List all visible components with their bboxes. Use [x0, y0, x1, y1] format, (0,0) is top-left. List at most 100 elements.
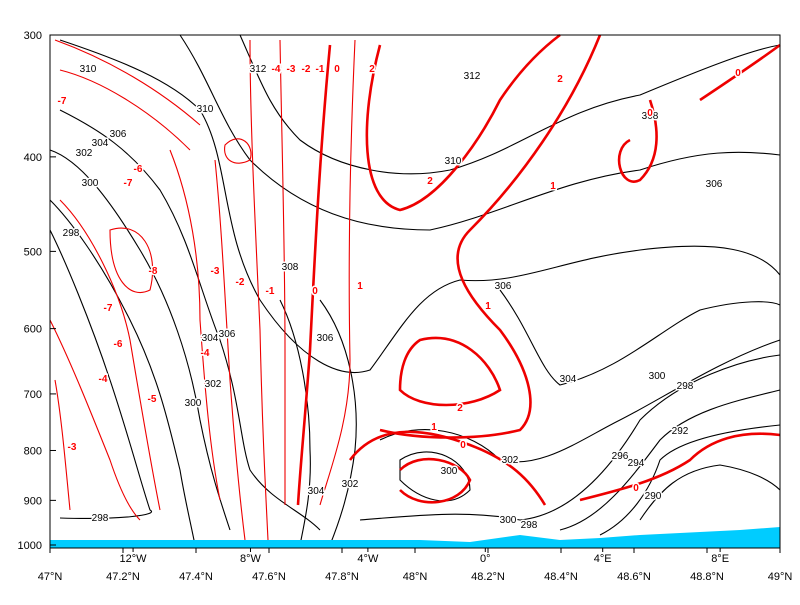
contour-label: 302 [502, 455, 519, 466]
contour-label: 298 [92, 513, 109, 524]
contour-label: 1 [357, 281, 363, 292]
contour-line [319, 39, 356, 506]
contour-label: 1 [485, 301, 491, 312]
contour-label: 300 [441, 466, 458, 477]
x2-tick-label: 8°W [240, 553, 262, 565]
contour-label: -7 [124, 178, 133, 189]
contour-line [359, 354, 781, 521]
contour-label: 296 [612, 451, 629, 462]
contour-line [348, 430, 547, 506]
contour-line [319, 299, 357, 546]
contour-label: 2 [457, 403, 463, 414]
contour-line [499, 289, 781, 386]
contour-label: -7 [104, 303, 113, 314]
contour-line [399, 451, 471, 502]
contour-label: 300 [500, 515, 517, 526]
contour-line [169, 149, 221, 501]
contour-line [49, 199, 196, 546]
contour-label: -7 [58, 96, 67, 107]
contour-line [109, 227, 154, 294]
contour-label: -3 [68, 442, 77, 453]
x-tick-label: 47.8°N [325, 571, 359, 583]
contour-label: 300 [185, 398, 202, 409]
x2-tick-label: 8°E [711, 553, 729, 565]
contour-label: 0 [334, 64, 340, 75]
contour-label: 290 [645, 491, 662, 502]
contour-label: 0 [735, 68, 741, 79]
contour-label: -4 [99, 374, 108, 385]
contour-lines [49, 33, 781, 546]
contour-label: -3 [211, 266, 220, 277]
contour-line [599, 424, 781, 536]
contour-line [59, 39, 781, 373]
x-tick-label: 48.6°N [617, 571, 651, 583]
x2-tick-label: 0° [480, 553, 491, 565]
contour-label: 298 [521, 520, 538, 531]
contour-label: -1 [266, 286, 275, 297]
x2-tick-label: 4°E [594, 553, 612, 565]
contour-line [59, 199, 161, 511]
contour-label: 298 [677, 381, 694, 392]
contour-label: 0 [647, 108, 653, 119]
contour-label: -1 [316, 64, 325, 75]
y-tick-label: 700 [24, 389, 42, 401]
contour-line [365, 33, 561, 212]
contour-line [399, 457, 472, 504]
x2-tick-label: 12°W [120, 553, 148, 565]
contour-label: -4 [272, 64, 281, 75]
contour-label: 304 [308, 486, 325, 497]
x2-tick-label: 4°W [357, 553, 379, 565]
y-tick-label: 1000 [18, 540, 42, 552]
contour-label: 304 [202, 333, 219, 344]
contour-label: 294 [628, 458, 645, 469]
contour-line [54, 379, 71, 511]
contour-label: 302 [76, 148, 93, 159]
contour-label: 1 [550, 181, 556, 192]
contour-label: 2 [369, 64, 375, 75]
contour-label: 300 [82, 178, 99, 189]
contour-line [179, 34, 781, 231]
contour-label: -4 [201, 348, 210, 359]
contour-line [559, 389, 781, 531]
contour-line [59, 69, 191, 151]
x-tick-label: 49°N [768, 571, 793, 583]
contour-line [49, 319, 141, 521]
contour-label: 292 [672, 426, 689, 437]
terrain [50, 527, 780, 548]
contour-label: 0 [312, 286, 318, 297]
contour-line [59, 109, 321, 531]
contour-line [54, 39, 201, 126]
contour-line [249, 39, 269, 541]
contour-label: 312 [250, 64, 267, 75]
x-tick-label: 47°N [38, 571, 63, 583]
contour-label: -2 [302, 64, 311, 75]
contour-label: -3 [287, 64, 296, 75]
x-tick-label: 47.6°N [252, 571, 286, 583]
contour-line [398, 336, 502, 407]
contour-label: 306 [219, 329, 236, 340]
x-tick-label: 48.4°N [544, 571, 578, 583]
x-tick-label: 47.4°N [179, 571, 213, 583]
contour-label: 308 [642, 111, 659, 122]
contour-line [639, 464, 781, 521]
contour-line [379, 34, 602, 439]
contour-label: 310 [197, 104, 214, 115]
contour-line [279, 299, 311, 546]
contour-label: 310 [80, 64, 97, 75]
x-tick-label: 47.2°N [106, 571, 140, 583]
contour-line [214, 159, 246, 541]
contour-line [279, 39, 286, 505]
contour-label: -5 [148, 394, 157, 405]
x-tick-label: 48.8°N [690, 571, 724, 583]
contour-line [296, 44, 332, 506]
contour-label: 302 [342, 479, 359, 490]
contour-line [379, 339, 781, 463]
contour-label: 2 [557, 74, 563, 85]
contour-label: -6 [134, 164, 143, 175]
contour-line [49, 149, 231, 531]
contour-label: 304 [560, 374, 577, 385]
contour-label: 300 [649, 371, 666, 382]
contour-label: 0 [460, 440, 466, 451]
y-tick-label: 800 [24, 445, 42, 457]
